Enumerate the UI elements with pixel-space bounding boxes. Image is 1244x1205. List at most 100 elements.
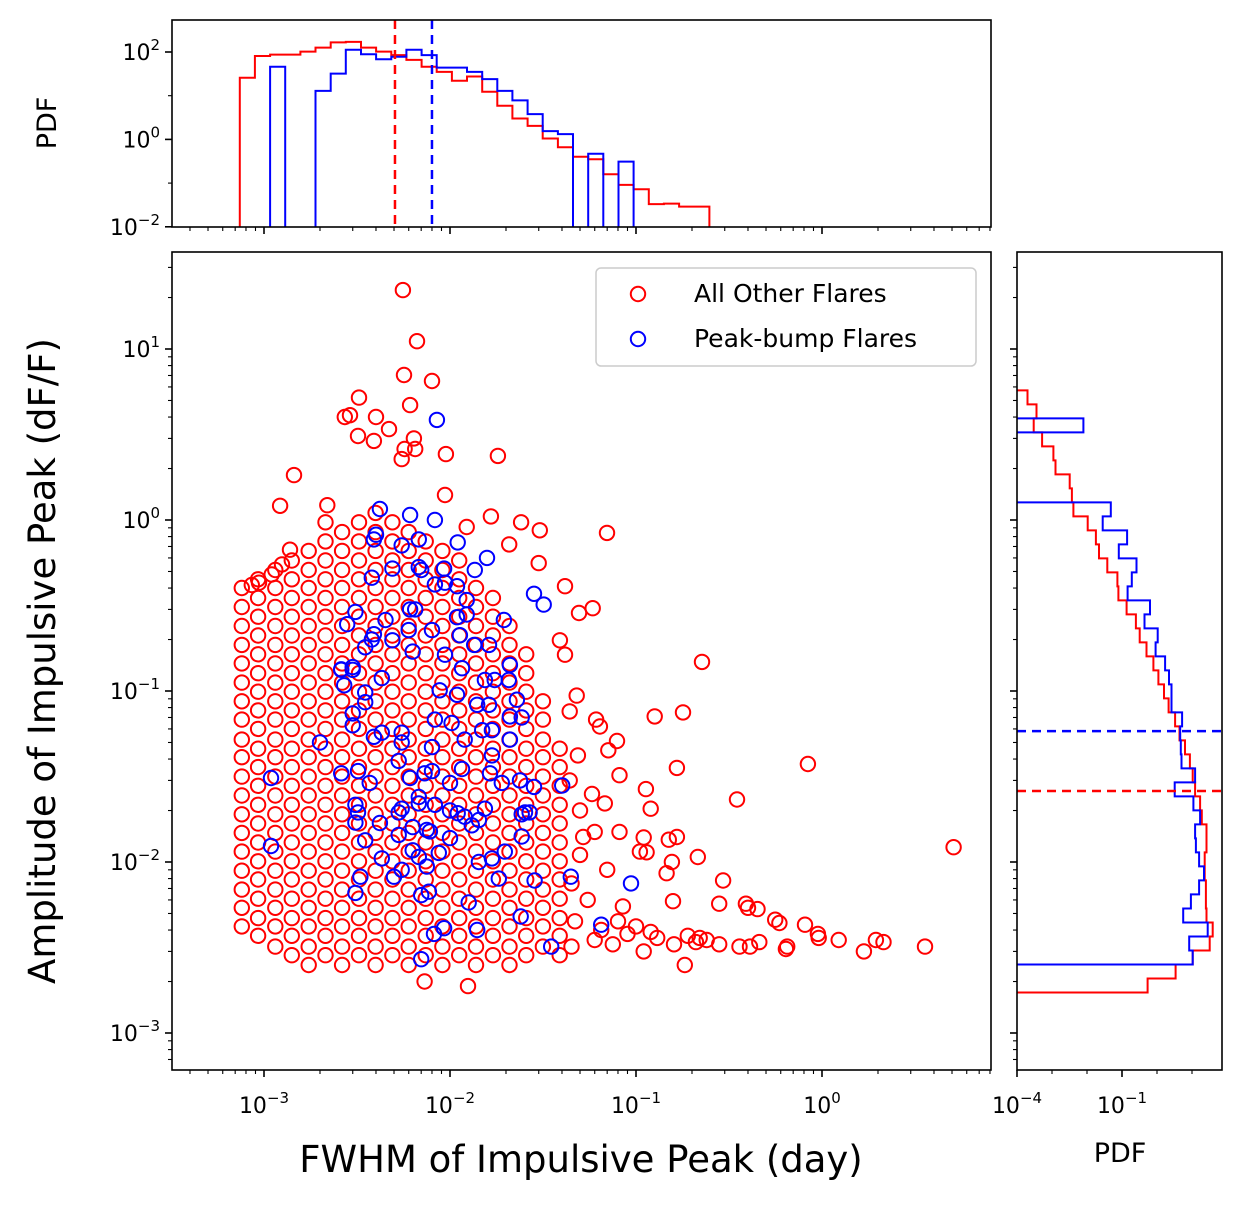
scatter-point — [393, 450, 410, 468]
scatter-point — [570, 604, 588, 622]
scatter-point — [484, 834, 502, 851]
scatter-point — [300, 674, 317, 691]
x-tick-label-exponent: −2 — [453, 1089, 475, 1107]
series-all-other-flares — [233, 281, 962, 995]
scatter-point — [267, 674, 284, 691]
scatter-point — [317, 834, 334, 851]
scatter-point — [263, 566, 280, 583]
scatter-point — [728, 791, 746, 808]
scatter-point — [467, 787, 485, 804]
scatter-point — [426, 511, 444, 529]
scatter-point — [400, 768, 417, 785]
scatter-point — [317, 758, 334, 776]
scatter-point — [741, 938, 759, 955]
scatter-point — [451, 646, 468, 663]
scatter-point — [319, 497, 336, 514]
scatter-point — [516, 804, 534, 821]
scatter-point — [283, 796, 300, 813]
scatter-point — [693, 653, 711, 671]
scatter-point — [367, 899, 384, 916]
top-y-tick-label: 10−2 — [110, 211, 160, 241]
scatter-point — [579, 891, 596, 909]
scatter-point — [551, 796, 568, 813]
scatter-point — [333, 731, 351, 748]
scatter-point — [367, 561, 384, 579]
scatter-point — [535, 596, 552, 613]
scatter-point — [262, 837, 280, 855]
scatter-point — [317, 665, 334, 682]
scatter-point — [571, 802, 589, 819]
scatter-point — [384, 514, 401, 531]
scatter-point — [525, 585, 543, 602]
scatter-point — [418, 858, 435, 875]
scatter-point — [518, 665, 535, 682]
scatter-point — [283, 646, 300, 663]
y-tick-label-exponent: −2 — [138, 846, 160, 864]
scatter-frame — [171, 251, 992, 1071]
scatter-point — [344, 705, 361, 722]
scatter-point — [534, 711, 552, 728]
scatter-point — [551, 871, 568, 888]
scatter-point — [619, 925, 636, 943]
y-tick-label-base: 10 — [110, 1022, 138, 1047]
scatter-point — [365, 728, 383, 745]
scatter-point — [333, 899, 351, 916]
scatter-point — [484, 740, 502, 757]
scatter-point — [267, 693, 284, 710]
scatter-point — [426, 796, 444, 813]
scatter-point — [434, 711, 451, 728]
scatter-point — [434, 938, 451, 955]
top-y-tick-label-exponent: 0 — [150, 123, 160, 141]
scatter-point — [283, 665, 300, 682]
scatter-point — [646, 708, 663, 725]
scatter-point — [493, 774, 510, 792]
scatter-point — [249, 796, 267, 813]
scatter-point — [484, 589, 502, 607]
scatter-point — [267, 862, 284, 879]
scatter-point — [400, 621, 417, 639]
right-x-tick-label-exponent: −4 — [1020, 1089, 1042, 1107]
scatter-point — [283, 890, 300, 907]
scatter-point — [249, 627, 267, 644]
right-histogram-frame — [1016, 251, 1223, 1071]
scatter-point — [534, 918, 552, 935]
scatter-point — [434, 561, 451, 579]
scatter-point — [534, 843, 552, 860]
scatter-point — [451, 909, 468, 927]
scatter-point — [512, 514, 530, 531]
top-histogram-ylabel: PDF — [32, 97, 63, 150]
scatter-point — [404, 643, 421, 660]
scatter-point — [281, 541, 299, 558]
scatter-point — [367, 956, 384, 974]
scatter-point — [668, 759, 686, 777]
scatter-point — [416, 973, 433, 990]
scatter-point — [484, 947, 502, 964]
scatter-point — [551, 632, 569, 649]
scatter-point — [476, 671, 494, 689]
scatter-point — [357, 684, 374, 701]
scatter-point — [460, 894, 477, 911]
scatter-point — [459, 977, 477, 995]
scatter-point — [352, 868, 369, 885]
scatter-point — [604, 936, 621, 953]
scatter-point — [569, 747, 587, 764]
y-tick-label-base: 10 — [122, 509, 150, 534]
scatter-point — [495, 611, 513, 629]
scatter-point — [534, 693, 552, 710]
scatter-point — [357, 832, 374, 849]
scatter-point — [407, 601, 424, 618]
scatter-point — [556, 646, 574, 663]
scatter-point — [300, 711, 317, 728]
top-y-tick-label-base: 10 — [110, 216, 138, 241]
legend-marker-all-other-flares — [629, 285, 647, 303]
scatter-point — [551, 740, 568, 757]
x-tick-label-exponent: −1 — [639, 1089, 661, 1107]
scatter-point — [410, 788, 427, 806]
scatter-point — [349, 762, 367, 780]
scatter-point — [501, 731, 519, 748]
top-histogram-frame — [171, 19, 992, 228]
scatter-point — [373, 669, 390, 687]
scatter-point — [571, 846, 589, 864]
scatter-point — [390, 826, 407, 844]
scatter-point — [518, 740, 535, 757]
